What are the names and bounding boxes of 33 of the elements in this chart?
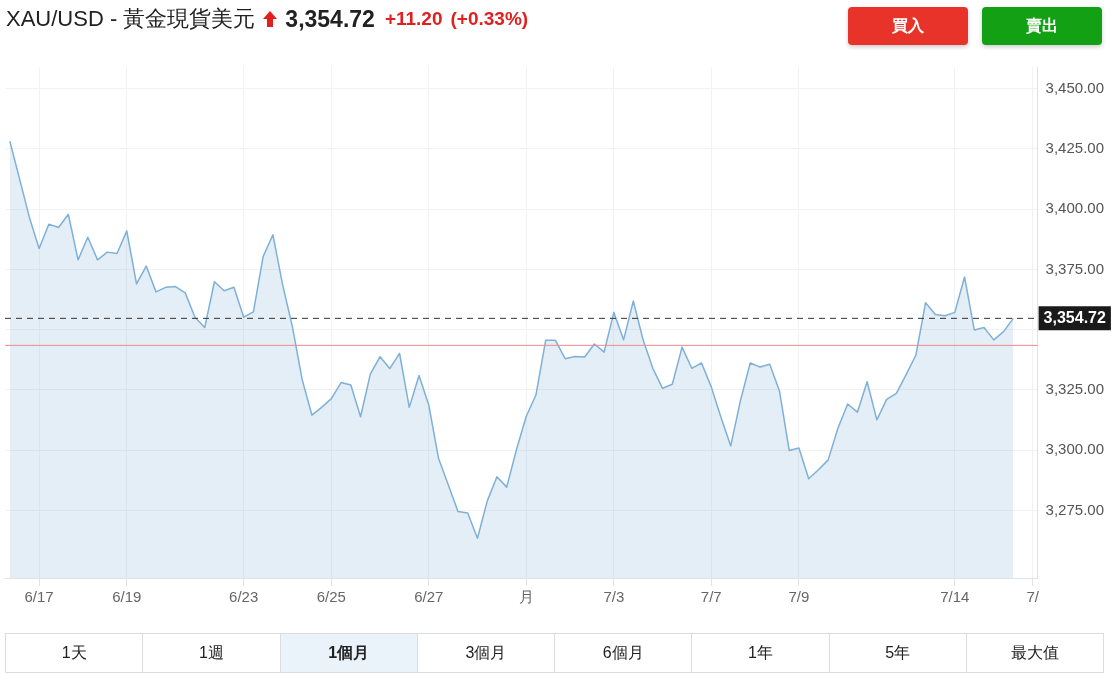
x-tick-label: 6/17: [24, 588, 54, 606]
x-tick-label: 7/14: [940, 588, 970, 606]
y-tick-label: 3,325.00: [1045, 380, 1104, 398]
x-tick-label: 月: [518, 588, 534, 606]
text: (+0.33%): [450, 8, 529, 30]
text: 買入: [848, 7, 968, 45]
y-tick-label: 3,425.00: [1045, 139, 1104, 157]
text: 6個月: [554, 634, 692, 672]
text: 3,354.72: [285, 5, 375, 33]
x-tick-label: 7/9: [788, 588, 810, 606]
text: 最大值: [965, 634, 1103, 672]
ref-line-label: 3,354.72: [1043, 308, 1106, 326]
x-tick-label: 6/27: [414, 588, 444, 606]
chart-title: XAU/USD - 黃金現貨美元: [6, 5, 256, 33]
x-tick-label: 6/19: [112, 588, 142, 606]
y-tick-label: 3,450.00: [1045, 78, 1104, 96]
text: 3個月: [416, 634, 554, 672]
x-tick-label: 7/7: [700, 588, 722, 606]
y-tick-label: 3,400.00: [1045, 199, 1104, 217]
text: +11.20: [384, 8, 443, 30]
x-tick-label: 6/23: [229, 588, 259, 606]
y-tick-label: 3,375.00: [1045, 259, 1104, 277]
text: 1天: [6, 634, 143, 672]
text: 1週: [142, 634, 280, 672]
x-tick-label: 7/3: [603, 588, 625, 606]
x-tick-label: 6/25: [316, 588, 346, 606]
text: 1個月: [279, 634, 417, 672]
text: 賣出: [982, 7, 1102, 45]
x-tick-label: 7/: [1026, 588, 1040, 606]
text: 1年: [691, 634, 829, 672]
text: 5年: [828, 634, 966, 672]
y-tick-label: 3,300.00: [1045, 440, 1104, 458]
y-tick-label: 3,275.00: [1045, 500, 1104, 518]
